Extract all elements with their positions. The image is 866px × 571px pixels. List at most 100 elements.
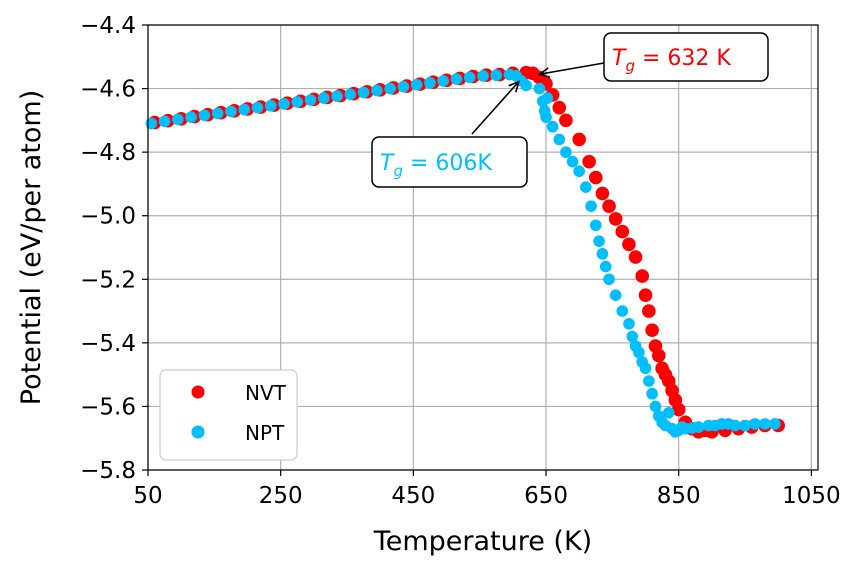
annotation-nvt-box xyxy=(603,32,769,82)
npt-point xyxy=(580,181,592,193)
nvt-point xyxy=(645,323,659,337)
nvt-point xyxy=(595,186,610,201)
annotation-npt-subscript: g xyxy=(393,162,403,180)
npt-point xyxy=(596,248,609,260)
npt-point xyxy=(251,101,264,114)
npt-point xyxy=(397,80,410,93)
annotation-npt-symbol: T xyxy=(380,151,395,176)
x-axis-title: Temperature (K) xyxy=(373,526,592,557)
npt-point xyxy=(477,70,489,82)
y-tick-label: −4.6 xyxy=(80,77,136,103)
npt-point xyxy=(560,146,572,158)
x-tick-label: 50 xyxy=(133,483,162,509)
nvt-point xyxy=(588,170,603,185)
npt-point xyxy=(609,289,622,301)
npt-point xyxy=(344,88,357,101)
axis-ticks: 50 250 450 650 850 1050 −5.8 −5.6 −5.4 −5.2 −5.0 −4… xyxy=(80,13,840,509)
npt-point xyxy=(225,105,237,118)
npt-point xyxy=(646,387,658,400)
npt-point xyxy=(616,305,629,317)
y-tick-label: −4.8 xyxy=(80,140,136,166)
plot-frame xyxy=(147,24,819,471)
npt-point xyxy=(185,111,197,123)
npt-point xyxy=(729,419,741,432)
npt-point xyxy=(540,111,552,123)
npt-point xyxy=(639,362,652,375)
nvt-point xyxy=(642,304,656,318)
x-tick-label: 450 xyxy=(391,483,435,509)
npt-point xyxy=(541,92,554,104)
annotation-npt-tg: Tg = 606K xyxy=(371,80,528,188)
x-tick-label: 1050 xyxy=(782,483,841,509)
npt-point xyxy=(626,330,639,343)
npt-point xyxy=(643,375,655,387)
npt-point xyxy=(739,419,751,432)
y-tick-label: −4.4 xyxy=(80,13,136,39)
npt-point xyxy=(533,82,546,95)
nvt-point xyxy=(572,132,586,147)
npt-point xyxy=(692,421,705,433)
legend: NVT NPT xyxy=(159,369,298,461)
annotation-nvt-arrowhead xyxy=(537,67,551,79)
npt-point xyxy=(593,235,605,247)
npt-point xyxy=(546,120,559,133)
y-tick-label: −5.8 xyxy=(80,458,136,484)
npt-point xyxy=(317,92,330,104)
nvt-point xyxy=(635,269,650,283)
npt-point xyxy=(573,165,585,178)
annotation-npt-arrow xyxy=(471,81,520,135)
x-tick-label: 850 xyxy=(657,483,701,509)
y-axis-title: Potential (eV/per atom) xyxy=(16,90,47,406)
series-npt xyxy=(145,68,781,438)
legend-nvt-label: NVT xyxy=(245,381,287,405)
npt-point xyxy=(490,69,503,82)
npt-point xyxy=(463,71,476,84)
npt-point xyxy=(759,418,771,430)
npt-point xyxy=(291,96,304,108)
npt-point xyxy=(603,273,615,286)
npt-point xyxy=(649,400,662,413)
npt-point xyxy=(585,200,597,212)
nvt-point xyxy=(552,100,567,115)
nvt-point xyxy=(582,154,596,169)
y-tick-label: −5.6 xyxy=(80,394,136,420)
x-tick-label: 250 xyxy=(259,483,303,509)
npt-point xyxy=(749,418,761,430)
x-tick-label: 650 xyxy=(524,483,568,509)
npt-point xyxy=(437,75,449,87)
nvt-point xyxy=(671,402,686,417)
npt-point xyxy=(662,406,675,419)
legend-npt-label: NPT xyxy=(245,421,285,445)
legend-nvt-marker xyxy=(191,385,205,399)
legend-npt-marker xyxy=(191,425,205,439)
npt-point xyxy=(238,103,250,116)
npt-point xyxy=(450,73,463,85)
y-tick-label: −5.0 xyxy=(80,204,136,230)
nvt-point xyxy=(628,250,643,264)
nvt-point xyxy=(615,224,630,239)
annotation-npt-value: = 606K xyxy=(403,151,492,176)
npt-point xyxy=(553,133,566,146)
nvt-point xyxy=(602,199,616,213)
nvt-point xyxy=(608,212,623,226)
annotation-nvt-symbol: T xyxy=(612,46,627,71)
npt-point xyxy=(211,107,224,120)
npt-point xyxy=(589,219,602,232)
npt-point xyxy=(599,260,612,273)
npt-point xyxy=(520,79,532,92)
y-tick-label: −5.4 xyxy=(80,331,136,357)
nvt-point xyxy=(622,237,636,252)
annotation-nvt-tg: Tg = 632 K xyxy=(537,32,769,82)
npt-point xyxy=(278,98,290,110)
annotation-npt-arrowhead xyxy=(508,80,521,93)
y-tick-label: −5.2 xyxy=(80,267,136,293)
annotation-nvt-value: = 632 K xyxy=(635,46,731,71)
annotation-nvt-subscript: g xyxy=(625,57,635,75)
npt-point xyxy=(384,82,396,95)
annotation-npt-box xyxy=(371,136,528,188)
npt-point xyxy=(371,84,383,97)
npt-point xyxy=(145,117,158,130)
npt-point xyxy=(410,78,423,91)
annotation-npt-label: Tg = 606K xyxy=(380,151,492,180)
annotation-nvt-label: Tg = 632 K xyxy=(612,46,731,75)
